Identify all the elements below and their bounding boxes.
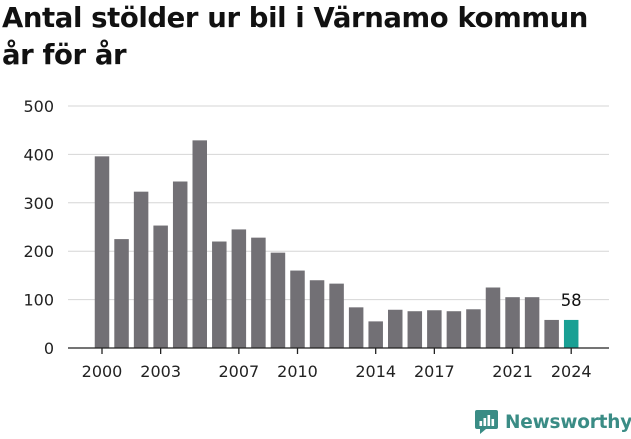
chart-title: Antal stölder ur bil i Värnamo kommun år…: [2, 2, 588, 71]
bar-2001: [114, 239, 129, 348]
bar-2018: [446, 311, 462, 348]
bar-2010: [290, 270, 305, 348]
y-tick-label-0: 0: [44, 339, 54, 358]
bar-2003: [153, 225, 168, 348]
bar-2002: [133, 191, 149, 348]
bar-2013: [348, 307, 364, 348]
newsworthy-chart-logo-icon: [475, 410, 498, 434]
x-tick-label-2024: 2024: [551, 362, 592, 381]
bar-2019: [466, 309, 481, 348]
y-axis-tick-labels: 0 100 200 300 400 500: [23, 97, 54, 358]
y-tick-label-100: 100: [23, 291, 54, 310]
y-tick-label-300: 300: [23, 194, 54, 213]
bar-2023: [544, 319, 559, 348]
x-tick-label-2003: 2003: [140, 362, 181, 381]
bars: [94, 140, 579, 348]
bar-chart: 0 100 200 300 400 500 2000 2003 2007 2010 2014 201…: [23, 97, 609, 381]
newsworthy-brand: Newsworthy: [474, 406, 631, 438]
x-tick-label-2014: 2014: [355, 362, 396, 381]
annotation-2024: 58: [561, 291, 582, 310]
bar-2012: [329, 283, 344, 348]
x-tick-label-2000: 2000: [82, 362, 123, 381]
x-tick-label-2010: 2010: [277, 362, 318, 381]
bar-2008: [251, 237, 266, 348]
bar-2022: [524, 297, 540, 348]
bar-2000: [94, 156, 110, 348]
y-tick-label-400: 400: [23, 145, 54, 164]
annotations: 58: [561, 291, 582, 310]
bar-2020: [485, 287, 501, 348]
x-axis-tick-labels: 2000 2003 2007 2010 2014 2017 2021 2024: [82, 348, 592, 381]
bar-2024: [563, 319, 579, 348]
x-tick-label-2021: 2021: [492, 362, 533, 381]
bar-2007: [231, 229, 247, 348]
y-tick-label-200: 200: [23, 242, 54, 261]
bar-2016: [407, 311, 423, 348]
bar-2006: [212, 241, 227, 348]
bar-2005: [192, 140, 207, 348]
bar-2004: [172, 181, 188, 348]
brand-name: Newsworthy: [505, 411, 631, 433]
bar-2009: [270, 252, 286, 348]
bar-2017: [427, 310, 442, 348]
grid-lines: [68, 105, 609, 301]
bar-2014: [368, 321, 383, 348]
bar-2021: [505, 297, 520, 348]
x-tick-label-2017: 2017: [414, 362, 455, 381]
bar-2015: [388, 309, 403, 348]
y-tick-label-500: 500: [23, 97, 54, 116]
bar-2011: [309, 280, 325, 348]
x-tick-label-2007: 2007: [218, 362, 259, 381]
